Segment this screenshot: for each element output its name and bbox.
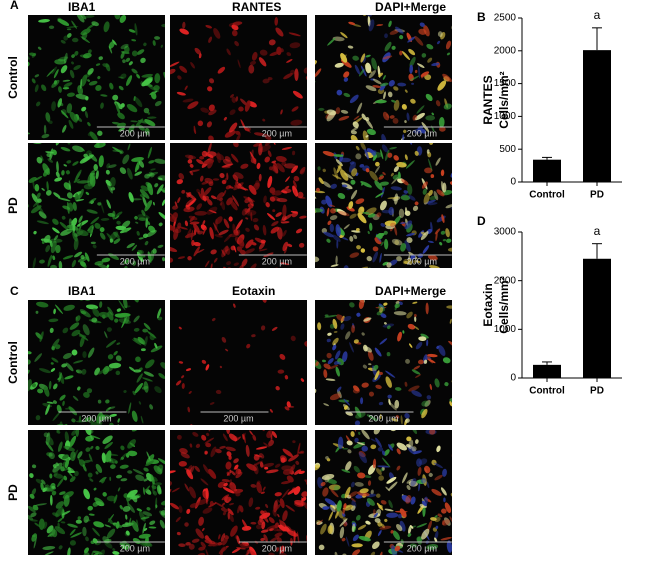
y-tick-label: 0	[510, 373, 516, 384]
y-tick-label: 1000	[494, 324, 517, 335]
texture	[91, 242, 96, 244]
texture	[294, 68, 298, 81]
column-header: DAPI+Merge	[375, 284, 446, 298]
scale-bar-label: 200 µm	[368, 413, 398, 423]
y-tick-label: 2500	[494, 13, 517, 24]
micrograph: 200 µm	[154, 129, 319, 284]
texture	[72, 38, 79, 42]
y-tick-label: 0	[510, 177, 516, 188]
y-tick-label: 3000	[494, 227, 517, 238]
texture	[82, 351, 86, 358]
x-tick-label: Control	[529, 386, 565, 397]
row-label: Control	[6, 56, 20, 99]
column-header: Eotaxin	[232, 284, 275, 298]
panel-letter: B	[477, 10, 486, 24]
texture	[416, 458, 422, 466]
y-tick-label: 2000	[494, 45, 517, 56]
texture	[213, 178, 219, 181]
micrograph: 200 µm	[14, 411, 188, 560]
micrograph: 200 µm	[289, 409, 471, 560]
y-tick-label: 1000	[494, 111, 517, 122]
x-tick-label: PD	[590, 386, 604, 397]
scale-bar-label: 200 µm	[81, 413, 111, 423]
micrograph: 200 µm	[19, 2, 183, 158]
y-tick-label: 1500	[494, 78, 517, 89]
y-axis-label: Eotaxin	[481, 283, 495, 326]
row-label: PD	[6, 197, 20, 214]
texture	[133, 369, 141, 372]
scale-bar-label: 200 µm	[120, 543, 150, 553]
texture	[300, 451, 304, 454]
panel-letter: C	[10, 284, 19, 298]
texture	[49, 26, 54, 29]
column-header: IBA1	[68, 284, 96, 298]
column-header: DAPI+Merge	[375, 0, 446, 14]
panel-letter: A	[10, 0, 19, 12]
scale-bar-label: 200 µm	[223, 413, 253, 423]
bar	[533, 365, 561, 378]
micrograph: 200 µm	[311, 283, 465, 443]
column-header: IBA1	[68, 0, 96, 14]
texture	[89, 225, 93, 234]
scale-bar-label: 200 µm	[262, 256, 292, 266]
row-label: Control	[6, 341, 20, 384]
micrograph: 200 µm	[300, 0, 471, 159]
micrograph: 200 µm	[170, 294, 321, 439]
micrograph: 200 µm	[148, 412, 322, 560]
scale-bar-label: 200 µm	[262, 128, 292, 138]
image-bg	[170, 300, 307, 425]
texture	[330, 208, 336, 213]
x-tick-label: Control	[529, 190, 565, 201]
x-tick-label: PD	[590, 190, 604, 201]
row-label: PD	[6, 484, 20, 501]
scale-bar-label: 200 µm	[262, 543, 292, 553]
column-header: RANTES	[232, 0, 281, 14]
y-tick-label: 2000	[494, 275, 517, 286]
bar	[583, 50, 611, 182]
annotation: a	[594, 224, 601, 238]
bar	[533, 160, 561, 182]
annotation: a	[594, 8, 601, 22]
texture	[248, 65, 254, 74]
bar	[583, 259, 611, 378]
scale-bar-label: 200 µm	[120, 128, 150, 138]
panel-letter: D	[477, 214, 486, 228]
scale-bar-label: 200 µm	[407, 128, 437, 138]
scale-bar-label: 200 µm	[407, 256, 437, 266]
scale-bar-label: 200 µm	[407, 543, 437, 553]
y-tick-label: 500	[499, 144, 516, 155]
scale-bar-label: 200 µm	[120, 256, 150, 266]
texture	[442, 182, 446, 192]
texture	[318, 108, 324, 111]
micrograph: 200 µm	[13, 286, 170, 438]
